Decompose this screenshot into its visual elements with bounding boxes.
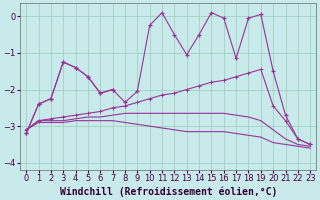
X-axis label: Windchill (Refroidissement éolien,°C): Windchill (Refroidissement éolien,°C) (60, 186, 277, 197)
